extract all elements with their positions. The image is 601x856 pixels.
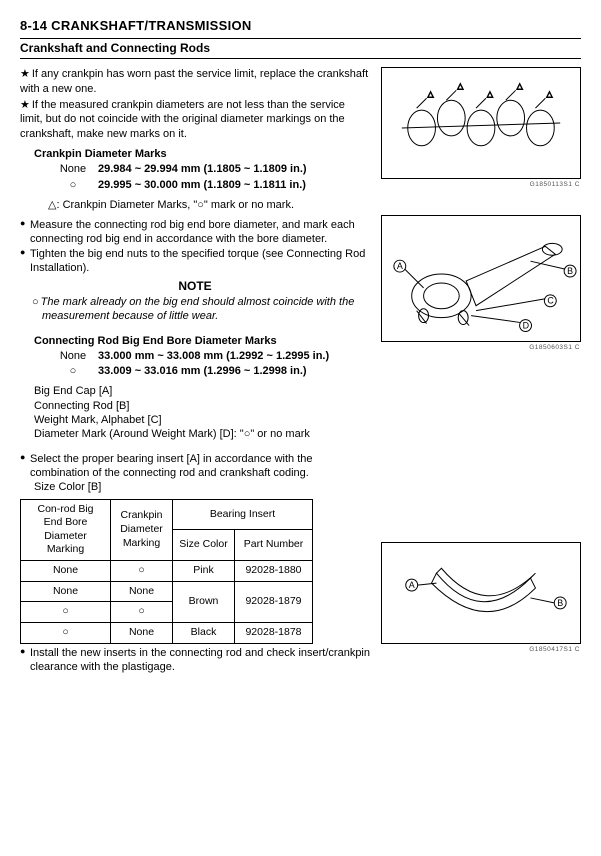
- svg-text:A: A: [397, 262, 403, 272]
- td: 92028-1880: [235, 561, 313, 582]
- part-labels: Big End Cap [A] Connecting Rod [B] Weigh…: [20, 384, 370, 441]
- marks-row: None 33.000 mm ~ 33.008 mm (1.2992 ~ 1.2…: [20, 349, 370, 363]
- bearing-table: Con-rod Big End Bore Diameter Marking Cr…: [20, 499, 313, 644]
- svg-text:C: C: [547, 296, 554, 306]
- td: ○: [21, 622, 111, 643]
- label-line: Big End Cap [A]: [34, 384, 370, 398]
- td: None: [21, 581, 111, 602]
- connecting-rod-illustration: A C D B: [382, 216, 580, 341]
- figure-id: G1850603S1 C: [529, 344, 580, 352]
- bullet-para: Tighten the big end nuts to the specifie…: [20, 247, 370, 276]
- svg-text:△: △: [517, 82, 524, 91]
- marks-label: ○: [48, 178, 98, 192]
- label-line: Connecting Rod [B]: [34, 399, 370, 413]
- page-content: △ △ △ △ △ G1850113S1 C: [20, 67, 581, 674]
- delta-note: △: Crankpin Diameter Marks, "○" mark or …: [20, 198, 370, 212]
- svg-text:△: △: [457, 82, 464, 91]
- svg-text:B: B: [567, 267, 573, 277]
- page-subheader: Crankshaft and Connecting Rods: [20, 41, 581, 57]
- figure-bearing-insert: A B G1850417S1 C: [381, 542, 581, 644]
- bullet-para: Measure the connecting rod big end bore …: [20, 218, 370, 247]
- left-column: If any crankpin has worn past the servic…: [20, 67, 370, 674]
- bullet-para: Install the new inserts in the connectin…: [20, 646, 370, 675]
- td: Black: [173, 622, 235, 643]
- marks-row: None 29.984 ~ 29.994 mm (1.1805 ~ 1.1809…: [20, 162, 370, 176]
- marks-label: ○: [48, 364, 98, 378]
- page-header: 8-14 CRANKSHAFT/TRANSMISSION: [20, 18, 581, 35]
- svg-text:△: △: [546, 90, 553, 99]
- th: Size Color: [173, 530, 235, 561]
- figure-id: G1850417S1 C: [529, 646, 580, 654]
- table-row: None ○ Pink 92028-1880: [21, 561, 313, 582]
- svg-text:△: △: [428, 90, 435, 99]
- note-heading: NOTE: [20, 279, 370, 295]
- th: Crankpin Diameter Marking: [111, 499, 173, 561]
- svg-text:△: △: [487, 90, 494, 99]
- label-line: Weight Mark, Alphabet [C]: [34, 413, 370, 427]
- bearing-insert-illustration: A B: [382, 543, 580, 643]
- td: ○: [111, 561, 173, 582]
- td: Pink: [173, 561, 235, 582]
- table-row: ○ None Black 92028-1878: [21, 622, 313, 643]
- table-row: None None Brown 92028-1879: [21, 581, 313, 602]
- figure-id: G1850113S1 C: [530, 181, 580, 189]
- svg-text:A: A: [409, 581, 415, 591]
- td: None: [21, 561, 111, 582]
- td: ○: [21, 602, 111, 623]
- text-para: If any crankpin has worn past the servic…: [20, 67, 370, 96]
- marks-label: None: [48, 349, 98, 363]
- td: None: [111, 581, 173, 602]
- figure-connecting-rod: A C D B G1850603S1 C: [381, 215, 581, 342]
- marks-value: 29.984 ~ 29.994 mm (1.1805 ~ 1.1809 in.): [98, 162, 307, 176]
- size-color-line: Size Color [B]: [20, 480, 370, 494]
- note-body: The mark already on the big end should a…: [20, 295, 370, 324]
- svg-text:D: D: [523, 321, 529, 331]
- marks-value: 29.995 ~ 30.000 mm (1.1809 ~ 1.1811 in.): [98, 178, 306, 192]
- svg-text:B: B: [557, 598, 563, 608]
- th: Bearing Insert: [173, 499, 313, 530]
- figure-crankshaft: △ △ △ △ △ G1850113S1 C: [381, 67, 581, 179]
- td: 92028-1878: [235, 622, 313, 643]
- marks-value: 33.000 mm ~ 33.008 mm (1.2992 ~ 1.2995 i…: [98, 349, 329, 363]
- td: None: [111, 622, 173, 643]
- td: 92028-1879: [235, 581, 313, 622]
- text-para: If the measured crankpin diameters are n…: [20, 98, 370, 141]
- bullet-para: Select the proper bearing insert [A] in …: [20, 452, 370, 481]
- th: Con-rod Big End Bore Diameter Marking: [21, 499, 111, 561]
- td: Brown: [173, 581, 235, 622]
- marks-heading: Crankpin Diameter Marks: [20, 147, 370, 161]
- marks-row: ○ 33.009 ~ 33.016 mm (1.2996 ~ 1.2998 in…: [20, 364, 370, 378]
- crankshaft-illustration: △ △ △ △ △: [382, 68, 580, 178]
- marks-label: None: [48, 162, 98, 176]
- td: ○: [111, 602, 173, 623]
- label-line: Diameter Mark (Around Weight Mark) [D]: …: [34, 427, 370, 441]
- th: Part Number: [235, 530, 313, 561]
- marks-value: 33.009 ~ 33.016 mm (1.2996 ~ 1.2998 in.): [98, 364, 307, 378]
- header-rule: [20, 38, 581, 39]
- marks-row: ○ 29.995 ~ 30.000 mm (1.1809 ~ 1.1811 in…: [20, 178, 370, 192]
- marks-heading: Connecting Rod Big End Bore Diameter Mar…: [20, 334, 370, 348]
- subheader-rule: [20, 58, 581, 59]
